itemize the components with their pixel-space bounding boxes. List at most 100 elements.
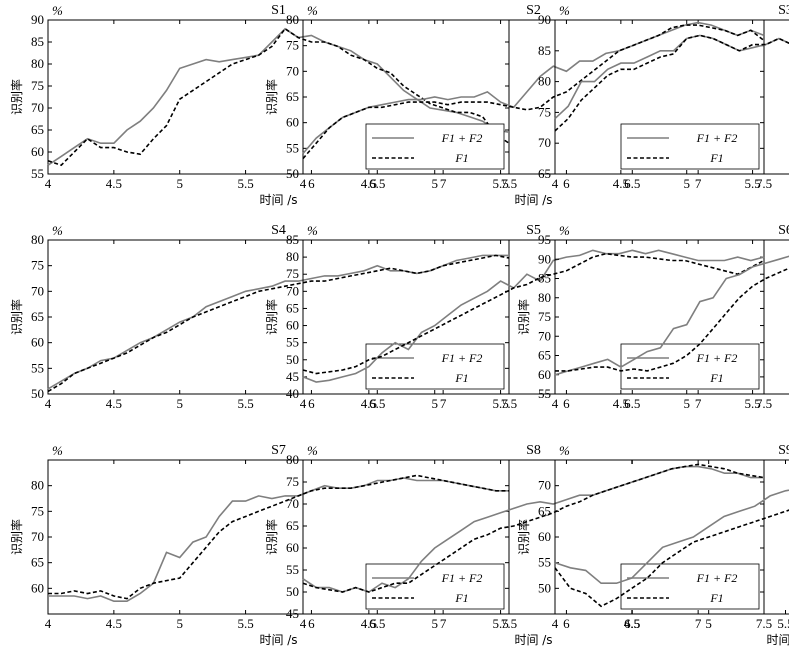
x-tick-label: 5: [683, 176, 690, 191]
legend-label: F1 + F2: [441, 571, 483, 585]
y-tick-label: 75: [286, 474, 299, 489]
legend-label: F1 + F2: [696, 351, 738, 365]
x-axis-label: 时间 /s: [259, 633, 297, 647]
y-tick-label: 60: [286, 115, 299, 130]
y-tick-label: 65: [538, 348, 551, 363]
legend-label: F1 + F2: [696, 571, 738, 585]
y-tick-label: 75: [31, 258, 44, 273]
x-tick-label: 5: [431, 176, 438, 191]
y-tick-label: 55: [31, 166, 44, 181]
y-tick-label: 70: [286, 283, 299, 298]
x-tick-label: 5: [683, 396, 690, 411]
y-unit: %: [52, 443, 63, 458]
y-tick-label: 60: [538, 367, 551, 382]
y-axis-label: 识别率: [9, 519, 24, 555]
x-tick-label: 6: [563, 176, 570, 191]
chart-panel-s7: S7% 4 4.5 5 5.5 6 6.5 7 7.5 60 65 70 75 80 时间 /s 识别率 F1 …: [9, 443, 517, 647]
x-tick-label: 4: [45, 396, 52, 411]
x-tick-label: 7.5: [501, 616, 517, 631]
y-tick-label: 60: [31, 335, 44, 350]
y-tick-label: 60: [286, 318, 299, 333]
y-unit: %: [559, 223, 570, 238]
x-tick-label: 4: [300, 176, 307, 191]
series-line-f1: [555, 267, 789, 372]
y-tick-label: 65: [31, 555, 44, 570]
x-tick-label: 7.5: [501, 396, 517, 411]
series-line-f1-plus-f2: [554, 34, 789, 120]
x-tick-label: 7: [695, 176, 702, 191]
series-line-f1-plus-f2: [47, 27, 510, 166]
chart-title: S4: [271, 223, 286, 238]
y-tick-label: 45: [286, 369, 299, 384]
y-tick-label: 80: [286, 249, 299, 264]
y-tick-label: 70: [538, 478, 551, 493]
chart-panel-s1: S1% 4 4.5 5 5.5 6 6.5 7 7.5 55 60 65 70 75 80 85 90 时间 /s…: [9, 3, 517, 207]
x-tick-label: 6: [563, 616, 570, 631]
x-tick-label: 5.5: [237, 176, 253, 191]
x-tick-label: 5: [176, 176, 183, 191]
x-tick-label: 4: [45, 176, 52, 191]
x-tick-label: 7: [440, 396, 447, 411]
x-tick-label: 4.5: [613, 396, 629, 411]
y-unit: %: [559, 3, 570, 18]
x-tick-label: 5: [176, 616, 183, 631]
x-tick-label: 5.5: [744, 396, 760, 411]
legend-label: F1 + F2: [696, 131, 738, 145]
y-tick-label: 65: [538, 166, 551, 181]
y-tick-label: 50: [538, 580, 551, 595]
series-line-f1-plus-f2: [554, 489, 789, 585]
chart-title: S8: [526, 443, 541, 458]
y-tick-label: 65: [286, 89, 299, 104]
legend: [365, 343, 505, 390]
y-tick-label: 65: [31, 309, 44, 324]
x-axis-label: 时间 /s: [514, 633, 552, 647]
y-tick-label: 75: [31, 503, 44, 518]
y-tick-label: 55: [286, 562, 299, 577]
y-tick-label: 70: [286, 496, 299, 511]
y-tick-label: 75: [538, 309, 551, 324]
x-tick-label: 7.5: [756, 176, 772, 191]
x-tick-label: 5: [431, 396, 438, 411]
y-unit: %: [52, 223, 63, 238]
series-line-f1-plus-f2: [554, 255, 789, 376]
chart-panel-s3: S3% 4 4.5 5 5.5 6 6.5 7 7.5 65 70 75 80 85 90 F1 + F2 F1: [538, 3, 789, 191]
legend: [620, 123, 760, 170]
series-line-f1: [302, 463, 765, 593]
y-tick-label: 80: [31, 232, 44, 247]
legend-label: F1: [709, 151, 723, 165]
y-tick-label: 75: [286, 38, 299, 53]
y-tick-label: 55: [286, 140, 299, 155]
y-tick-label: 70: [31, 283, 44, 298]
y-tick-label: 60: [538, 529, 551, 544]
y-tick-label: 80: [286, 12, 299, 27]
x-tick-label: 6: [563, 396, 570, 411]
x-tick-label: 7.5: [501, 176, 517, 191]
x-tick-label: 4: [552, 176, 559, 191]
y-tick-label: 50: [286, 352, 299, 367]
y-axis-label: 识别率: [516, 519, 531, 555]
y-tick-label: 55: [31, 360, 44, 375]
chart-title: S2: [526, 3, 541, 18]
y-tick-label: 85: [286, 232, 299, 247]
plot-frame: [554, 19, 789, 175]
series-line-f1-plus-f2: [302, 249, 765, 383]
y-axis-label: 识别率: [9, 79, 24, 115]
x-tick-label: 5: [705, 616, 712, 631]
legend-label: F1: [709, 591, 723, 605]
y-axis-label: 识别率: [264, 519, 279, 555]
chart-title: S7: [271, 443, 286, 458]
x-tick-label: 6.5: [369, 616, 385, 631]
x-tick-label: 7.5: [756, 396, 772, 411]
y-unit: %: [559, 443, 570, 458]
x-tick-label: 4: [552, 396, 559, 411]
y-tick-label: 45: [286, 606, 299, 621]
series-line-f1-plus-f2: [48, 477, 509, 603]
x-tick-label: 4.5: [361, 176, 377, 191]
x-tick-label: 4.5: [624, 616, 640, 631]
y-tick-label: 55: [286, 335, 299, 350]
y-axis-label: 识别率: [9, 299, 24, 335]
y-tick-label: 70: [31, 529, 44, 544]
plot-frame: [47, 19, 510, 175]
y-tick-label: 65: [286, 300, 299, 315]
chart-panel-s9: S9% 4 4.5 5 5.5 6 6.5 7 50 55 60 65 70 时间 /s 识别率 F1 + F…: [516, 443, 789, 647]
